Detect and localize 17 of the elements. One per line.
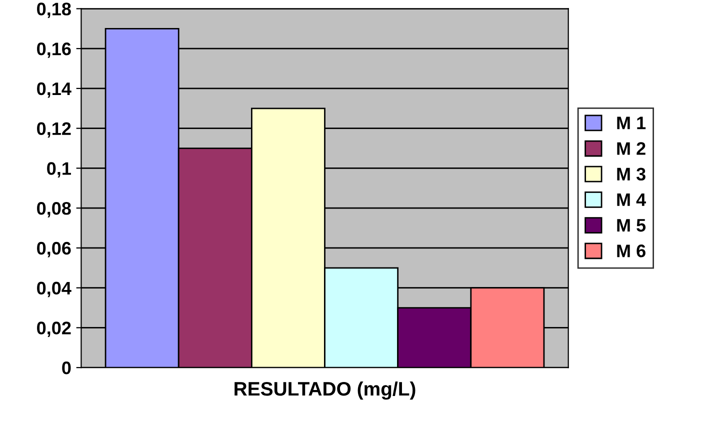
y-tick-label: 0,16: [37, 42, 71, 58]
y-tick-label: 0,1: [47, 162, 71, 178]
legend-label: M 6: [617, 244, 646, 258]
y-tick-label: 0,04: [37, 282, 72, 298]
y-tick-label: 0: [62, 362, 71, 374]
y-tick-label: 0,12: [37, 122, 71, 138]
y-tick-label: 0,06: [37, 242, 71, 258]
y-tick-label: 0,18: [37, 2, 71, 18]
legend-label: M 3: [617, 168, 646, 181]
legend-label: M 1: [617, 116, 646, 130]
legend-label: M 5: [617, 219, 646, 232]
y-tick-label: 0,08: [37, 202, 71, 218]
legend-label: M 2: [617, 142, 646, 155]
legend-label: M 4: [617, 194, 646, 206]
x-tick-label: RESULTADO (mg/L): [234, 381, 416, 400]
y-tick-label: 0,02: [37, 322, 71, 338]
y-tick-label: 0,14: [37, 82, 72, 98]
